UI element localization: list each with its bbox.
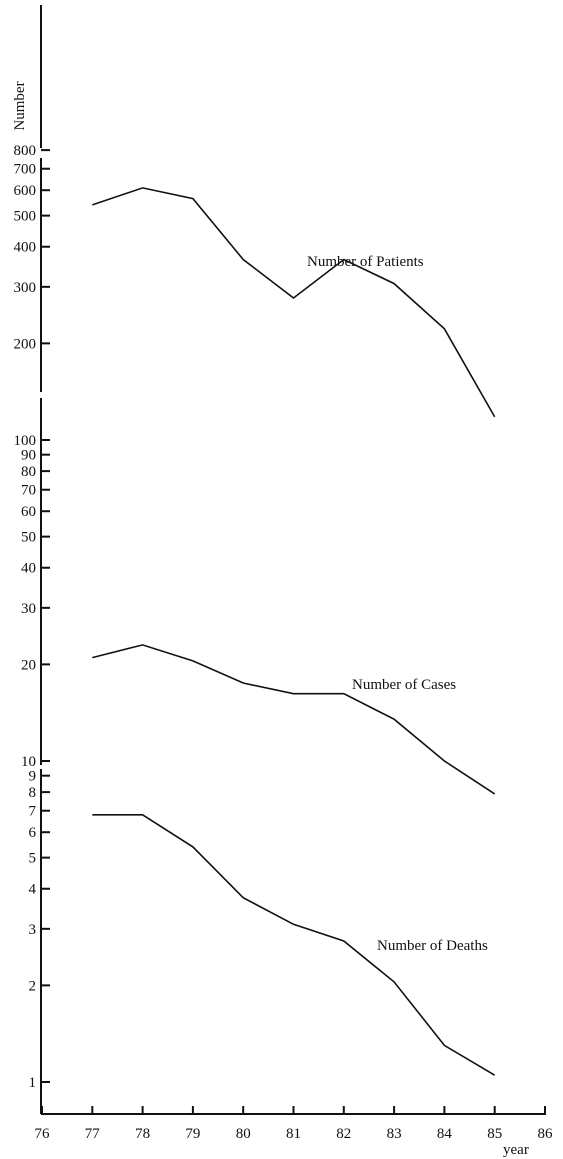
series-line-1: [92, 644, 496, 795]
y-tick-label: 7: [29, 804, 37, 820]
y-tick-label: 5: [29, 851, 37, 867]
y-tick-label: 9: [29, 769, 37, 785]
x-tick-label: 85: [487, 1126, 502, 1142]
y-tick-label: 100: [14, 433, 37, 449]
series-lines: [92, 187, 496, 1076]
y-tick-label: 6: [29, 825, 37, 841]
x-tick-label: 78: [135, 1126, 150, 1142]
y-tick-label: 700: [14, 162, 37, 178]
y-tick-label: 800: [14, 143, 37, 159]
y-tick-label: 20: [21, 657, 36, 673]
y-tick-label: 3: [29, 922, 37, 938]
y-tick-label: 200: [14, 336, 37, 352]
y-tick-label: 2: [29, 978, 37, 994]
x-axis-ticks: 76 77 78 79 80 81 82 83 84 85 86: [35, 1106, 554, 1142]
x-tick-label: 83: [387, 1126, 402, 1142]
series-label-cases: Number of Cases: [352, 677, 456, 693]
x-tick-label: 86: [538, 1126, 554, 1142]
y-tick-label: 60: [21, 504, 36, 520]
y-tick-label: 50: [21, 530, 36, 546]
y-tick-label: 1: [29, 1075, 37, 1091]
x-tick-label: 77: [85, 1126, 101, 1142]
y-tick-label: 600: [14, 183, 37, 199]
y-tick-label: 70: [21, 483, 36, 499]
x-tick-label: 79: [185, 1126, 200, 1142]
y-tick-label: 90: [21, 448, 36, 464]
y-tick-label: 8: [29, 785, 37, 801]
series-line-0: [92, 187, 496, 418]
x-tick-label: 82: [336, 1126, 351, 1142]
y-tick-label: 400: [14, 240, 37, 256]
y-tick-label: 4: [29, 882, 37, 898]
y-tick-label: 80: [21, 464, 36, 480]
x-axis-title: year: [503, 1142, 529, 1158]
y-axis-title: Number: [12, 81, 28, 130]
y-tick-label: 40: [21, 561, 36, 577]
y-tick-label: 300: [14, 280, 37, 296]
y-tick-label: 500: [14, 209, 37, 225]
series-label-patients: Number of Patients: [307, 254, 424, 270]
x-tick-label: 81: [286, 1126, 301, 1142]
series-label-deaths: Number of Deaths: [377, 938, 488, 954]
x-tick-label: 84: [437, 1126, 453, 1142]
x-tick-label: 80: [236, 1126, 251, 1142]
y-tick-label: 30: [21, 601, 36, 617]
series-line-2: [92, 813, 496, 1076]
x-tick-label: 76: [35, 1126, 51, 1142]
y-tick-label: 10: [21, 754, 36, 770]
